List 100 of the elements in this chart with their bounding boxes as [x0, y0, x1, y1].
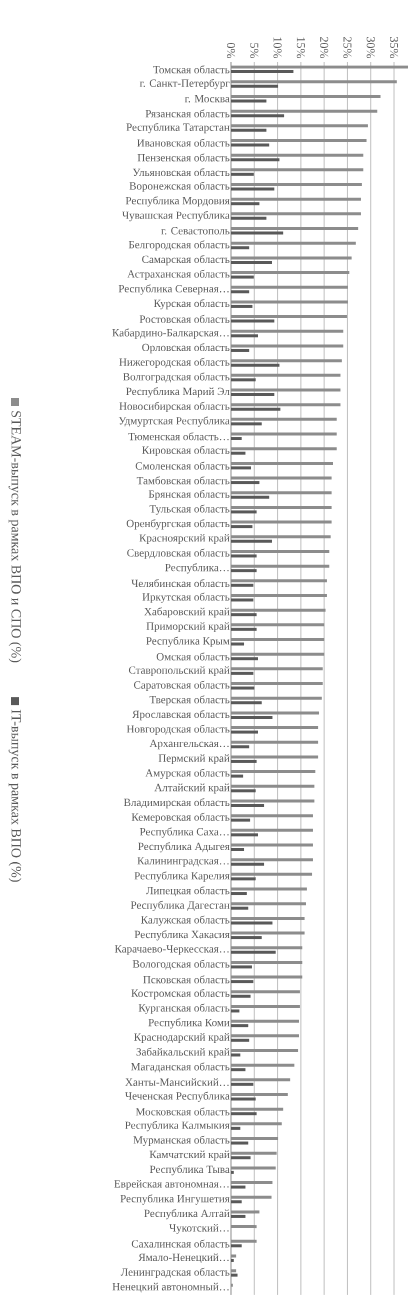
x-tick-label: 10% [273, 37, 282, 59]
bar [231, 422, 262, 426]
y-tick-label: Челябинская область [131, 579, 230, 588]
bar [231, 505, 332, 509]
y-tick-label: г. Севастополь [161, 227, 230, 235]
bar [231, 564, 330, 568]
y-tick-label: Свердловская область [127, 548, 230, 559]
x-tick-label: 35% [389, 37, 399, 59]
bar [231, 657, 259, 661]
bar [231, 1038, 250, 1042]
bar [231, 715, 273, 719]
y-tick-label: Пермский край [158, 754, 230, 765]
bar [231, 1195, 272, 1199]
y-tick-label: Чукотский… [169, 1223, 229, 1234]
bar [231, 843, 313, 847]
y-tick-label: Тюменская область… [128, 432, 229, 441]
bar [231, 124, 368, 128]
y-tick-label: Краснодарский край [134, 1033, 230, 1043]
bar [231, 437, 242, 441]
bar [231, 1200, 242, 1204]
bar [231, 128, 267, 132]
bar [231, 168, 364, 172]
y-tick-label: Ненецкий автономный… [112, 1282, 229, 1293]
bar [231, 916, 305, 920]
bar [231, 667, 323, 671]
y-tick-label: Республика Татарстан [126, 122, 230, 134]
bar [231, 334, 259, 338]
bar [231, 1244, 242, 1248]
bar [231, 80, 397, 84]
bar [231, 1053, 241, 1057]
bar [231, 212, 361, 216]
bar [231, 1097, 256, 1101]
y-tick-label: Орловская область [142, 343, 230, 354]
bar [231, 256, 352, 260]
bar [231, 202, 260, 206]
bar [231, 1156, 251, 1160]
bar [231, 344, 344, 348]
bar [231, 65, 408, 69]
bar [231, 407, 281, 411]
y-tick-label: Астраханская область [127, 269, 230, 280]
bar [231, 491, 332, 495]
bar [231, 759, 257, 763]
bar [231, 231, 284, 235]
y-tick-label: Псковская область [143, 975, 230, 984]
y-tick-label: Республика Адыгея [138, 842, 230, 853]
y-tick-label: Тульская область [149, 504, 230, 515]
bar [231, 701, 262, 705]
y-tick-label: Республика Коми [148, 1018, 230, 1029]
y-tick-label: Карачаево-Черкесская… [114, 945, 229, 955]
bar [231, 818, 251, 822]
y-tick-label: Ямало-Ненецкий… [138, 1253, 229, 1264]
bar [231, 1214, 246, 1218]
x-tick-label: 15% [296, 37, 305, 59]
bar [231, 770, 316, 774]
bar [231, 726, 319, 730]
y-tick-label: Тверская область [149, 695, 230, 706]
bar [231, 348, 250, 352]
bar [231, 197, 361, 201]
bar [231, 946, 303, 950]
bar [231, 495, 270, 499]
bar [231, 1181, 273, 1185]
y-tick-label: Хабаровский край [144, 607, 230, 618]
y-tick-label: Республика Тыва [149, 1165, 230, 1176]
bar [231, 172, 254, 176]
y-tick-label: Алтайский край [154, 783, 230, 794]
y-tick-label: Республика Дагестан [130, 900, 230, 912]
y-tick-label: Омская область [156, 652, 230, 661]
bar [231, 417, 337, 421]
bar [231, 960, 303, 964]
bar [231, 740, 319, 744]
bar [231, 315, 347, 319]
bar [231, 300, 348, 304]
y-tick-label: Костромская область [131, 988, 230, 1000]
bar [231, 114, 285, 118]
bar [231, 730, 259, 734]
bar [231, 892, 247, 896]
y-tick-label: Магаданская область [131, 1062, 230, 1073]
bar [231, 950, 276, 954]
y-tick-label: Воронежская область [129, 181, 230, 192]
y-tick-label: Калужская область [141, 915, 230, 926]
y-tick-label: Приморский край [146, 622, 230, 633]
y-tick-label: Ставропольский край [128, 666, 230, 677]
bar [231, 461, 334, 465]
y-tick-label: Нижегородская область [119, 357, 230, 368]
bar [231, 549, 330, 553]
bar [231, 1019, 299, 1023]
bar [231, 451, 246, 455]
y-tick-label: Сахалинская область [131, 1239, 230, 1248]
y-tick-label: Пензенская область [137, 153, 230, 162]
bar [231, 388, 341, 392]
y-tick-label: Республика Северная… [118, 284, 229, 295]
bar [231, 1063, 295, 1067]
y-tick-label: Кировская область [142, 445, 230, 457]
y-tick-label: Красноярский край [139, 534, 230, 544]
bar [231, 1151, 277, 1155]
bar [231, 686, 255, 690]
bar [231, 481, 260, 485]
y-tick-label: Забайкальский край [136, 1047, 230, 1058]
y-tick-label: Липецкая область [146, 886, 230, 897]
bar [231, 887, 307, 891]
